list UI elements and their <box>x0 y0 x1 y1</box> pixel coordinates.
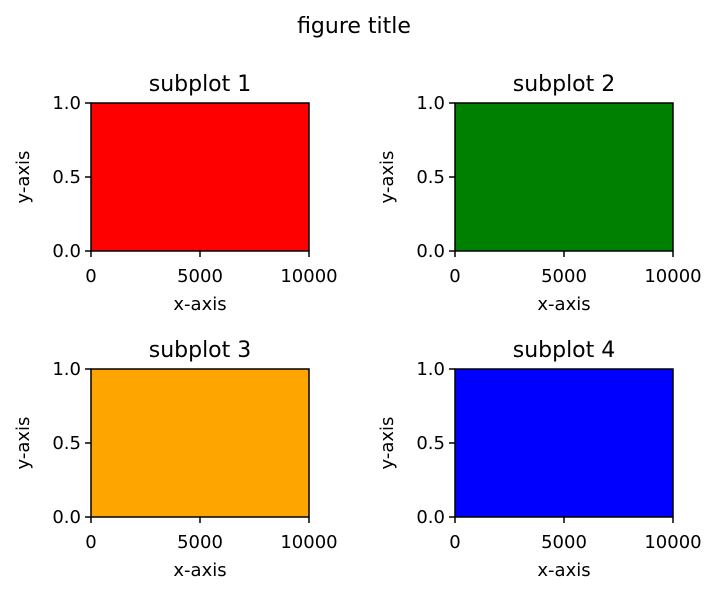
subplot-1-xlabel: x-axis <box>173 294 226 315</box>
subplot-4-ytick-label-1: 0.5 <box>416 433 445 454</box>
subplots: subplot 1 0 5000 10000 0.0 0.5 1.0 x-axis y-axis… <box>13 72 702 581</box>
figure-title: figure title <box>297 14 411 39</box>
subplot-4-xlabel: x-axis <box>537 560 590 581</box>
subplot-3-xlabel: x-axis <box>173 560 226 581</box>
subplot-4-xtick-label-2: 10000 <box>644 532 701 553</box>
subplot-1-ylabel: y-axis <box>13 151 34 204</box>
subplot-4-ylabel: y-axis <box>377 417 398 470</box>
subplot-1-ytick-label-2: 1.0 <box>52 93 81 114</box>
subplot-3-ytick-label-0: 0.0 <box>52 507 81 528</box>
subplot-1-area-series-1 <box>91 103 309 251</box>
subplot-2-area-series-1 <box>455 103 673 251</box>
subplot-3-xtick-label-0: 0 <box>85 532 96 553</box>
subplot-1-xtick-label-1: 5000 <box>177 266 223 287</box>
subplot-2-xtick-label-2: 10000 <box>644 266 701 287</box>
subplot-2-xtick-label-0: 0 <box>449 266 460 287</box>
subplot-3-xtick-label-1: 5000 <box>177 532 223 553</box>
subplot-2-ylabel: y-axis <box>377 151 398 204</box>
subplot-3-ytick-label-2: 1.0 <box>52 359 81 380</box>
subplot-3-ytick-label-1: 0.5 <box>52 433 81 454</box>
subplot-3-xtick-label-2: 10000 <box>280 532 337 553</box>
subplot-1: subplot 1 0 5000 10000 0.0 0.5 1.0 x-axis y-axis <box>13 72 338 315</box>
subplot-2-xtick-label-1: 5000 <box>541 266 587 287</box>
subplot-4-xtick-label-0: 0 <box>449 532 460 553</box>
subplot-1-title: subplot 1 <box>149 72 252 97</box>
subplot-4-ytick-label-2: 1.0 <box>416 359 445 380</box>
subplot-3-area-series-1 <box>91 369 309 517</box>
subplot-2-xlabel: x-axis <box>537 294 590 315</box>
subplot-3-title: subplot 3 <box>149 338 252 363</box>
subplot-1-ytick-label-1: 0.5 <box>52 167 81 188</box>
subplot-4: subplot 4 0 5000 10000 0.0 0.5 1.0 x-axis y-axis <box>377 338 702 581</box>
subplot-1-xtick-label-2: 10000 <box>280 266 337 287</box>
subplot-2-ytick-label-0: 0.0 <box>416 241 445 262</box>
subplot-1-ytick-label-0: 0.0 <box>52 241 81 262</box>
subplot-1-xtick-label-0: 0 <box>85 266 96 287</box>
subplot-4-area-series-1 <box>455 369 673 517</box>
subplot-4-xtick-label-1: 5000 <box>541 532 587 553</box>
subplot-2: subplot 2 0 5000 10000 0.0 0.5 1.0 x-axis y-axis <box>377 72 702 315</box>
subplot-2-ytick-label-2: 1.0 <box>416 93 445 114</box>
subplot-2-title: subplot 2 <box>513 72 616 97</box>
subplot-2-ytick-label-1: 0.5 <box>416 167 445 188</box>
subplot-4-ytick-label-0: 0.0 <box>416 507 445 528</box>
subplot-4-title: subplot 4 <box>513 338 616 363</box>
subplot-3: subplot 3 0 5000 10000 0.0 0.5 1.0 x-axis y-axis <box>13 338 338 581</box>
subplot-3-ylabel: y-axis <box>13 417 34 470</box>
